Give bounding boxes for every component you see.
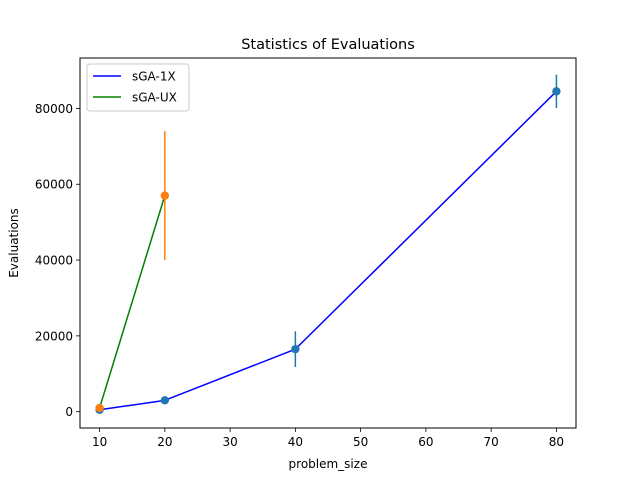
x-tick-label: 80 (549, 435, 564, 449)
series-line-0 (98, 90, 558, 411)
plot-area (95, 74, 561, 415)
y-axis-label: Evaluations (7, 208, 21, 278)
legend-label: sGA-UX (132, 91, 177, 105)
data-point (160, 396, 170, 405)
y-axis: 0 20000 40000 60000 80000 (35, 102, 80, 419)
y-tick-label: 20000 (35, 329, 73, 343)
x-tick-label: 30 (222, 435, 237, 449)
x-tick-label: 60 (418, 435, 433, 449)
y-tick-label: 80000 (35, 102, 73, 116)
data-point (552, 87, 561, 96)
series-line-1 (98, 194, 166, 409)
x-tick-label: 10 (92, 435, 107, 449)
y-tick-label: 0 (65, 405, 73, 419)
data-point (291, 344, 300, 354)
x-tick-label: 70 (484, 435, 499, 449)
plot-frame (79, 57, 577, 429)
x-axis-label: problem_size (289, 457, 368, 471)
x-axis: 10 20 30 40 50 60 70 80 (92, 428, 564, 449)
x-tick-label: 50 (353, 435, 368, 449)
data-point (95, 403, 104, 413)
y-tick-label: 40000 (35, 254, 73, 268)
chart-title: Statistics of Evaluations (241, 37, 415, 53)
x-tick-label: 40 (288, 435, 303, 449)
data-point (160, 191, 170, 200)
legend: sGA-1X sGA-UX (86, 63, 190, 112)
legend-label: sGA-1X (132, 70, 176, 84)
y-tick-label: 60000 (35, 178, 73, 192)
x-tick-label: 20 (157, 435, 172, 449)
